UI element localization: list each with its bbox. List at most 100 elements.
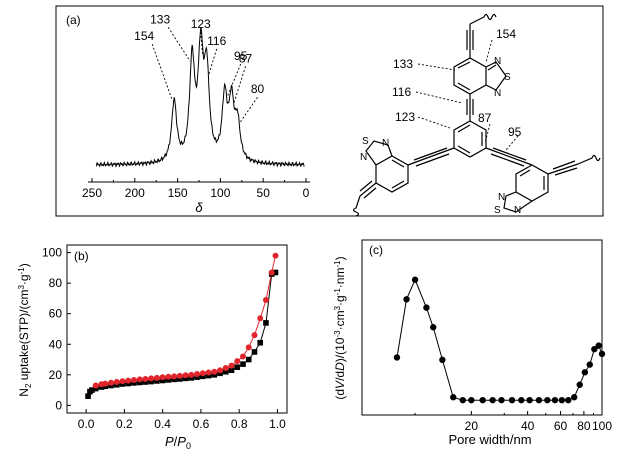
psd-point (423, 304, 430, 311)
psd-point (544, 396, 551, 404)
psd-point (508, 396, 516, 404)
desorption-point (268, 269, 275, 276)
right-bt-benzene (515, 164, 549, 202)
panel-c-label: (c) (369, 243, 383, 257)
structure-arrow-87 (484, 123, 491, 144)
chemical-structure: N S N N S N (352, 13, 601, 217)
desorption-line (95, 255, 276, 386)
central-benzene-inner-bond (457, 124, 471, 133)
peak-arrow-133 (167, 27, 191, 62)
right-wavy-bond (577, 154, 601, 165)
adsorption-point (211, 372, 218, 378)
panel-b-label: (b) (74, 249, 89, 263)
structure-label-87: 87 (478, 111, 492, 125)
desorption-point (153, 374, 160, 381)
panel-a-x-tick-label: 250 (82, 186, 102, 200)
adsorption-point (257, 339, 264, 346)
psd-point (581, 369, 589, 376)
structure-arrow-123 (417, 116, 451, 129)
peak-label-154: 154 (134, 29, 154, 43)
desorption-point (176, 372, 183, 379)
desorption-point (119, 378, 126, 385)
desorption-point (240, 353, 246, 360)
structure-label-116: 116 (392, 85, 411, 99)
panel-b-x-tick-label: 0.6 (193, 417, 210, 431)
top-bt-s-atom: S (504, 72, 511, 83)
psd-point (468, 396, 475, 404)
psd-point (459, 396, 466, 404)
panel-c-x-tick-label: 80 (577, 419, 591, 433)
panel-c-axes-ticks: 20 40 60 80 100 (414, 411, 612, 433)
panel-b-x-tick-label: 0.8 (231, 417, 248, 431)
panel-a-label: (a) (66, 13, 81, 27)
right-alkyne (485, 147, 533, 166)
right-alkyne (490, 153, 525, 167)
adsorption-point (159, 377, 166, 384)
adsorption-point (217, 370, 223, 377)
panel-b-y-axis-title: N2 uptake(STP)/(cm3·g-1) (17, 263, 33, 396)
left-bt-s-atom: S (362, 136, 369, 147)
psd-point (518, 396, 525, 404)
adsorption-point (142, 379, 149, 385)
panel-b-y-tick-label: 20 (49, 368, 63, 382)
desorption-point (188, 371, 195, 378)
desorption-point (194, 371, 201, 378)
desorption-point (171, 373, 178, 380)
panel-b-x-tick-label: 0.0 (78, 417, 95, 431)
peak-arrow-87 (233, 66, 246, 105)
desorption-point (148, 375, 155, 382)
panel-c-x-tick-label: 20 (465, 419, 479, 433)
peak-label-95: 95 (234, 49, 248, 63)
panel-a-x-tick-label: 50 (257, 186, 271, 200)
desorption-point (130, 377, 137, 384)
panel-c-pore-size: (c) 20 40 60 80 100 Pore width/nm (dV/dD)/(1… (333, 239, 612, 447)
panel-a-x-axis-title: δ (195, 200, 203, 215)
desorption-point (113, 378, 120, 385)
left-wavy-bond (352, 195, 361, 217)
panel-a-x-tick-label: 0 (303, 186, 310, 200)
left-bt-inner-bond (391, 159, 405, 168)
panel-b-axes-ticks: 0.0 0.2 0.4 0.6 0.8 1.0 0 20 40 60 80 100 (42, 246, 286, 431)
peak-arrow-123 (200, 31, 204, 57)
panel-a-x-tick-label: 150 (168, 186, 188, 200)
psd-point (565, 396, 572, 404)
adsorption-point (222, 368, 229, 375)
psd-point (591, 345, 598, 353)
adsorption-point (165, 377, 172, 383)
right-bt-n1-atom: N (498, 192, 505, 203)
panel-b-x-tick-label: 0.2 (116, 417, 133, 431)
panel-c-x-axis-title: Pore width/nm (448, 432, 531, 447)
panel-b-plot-frame (66, 244, 288, 414)
peak-arrow-80 (239, 96, 258, 124)
top-bt-thiadiazole-bond (487, 64, 497, 71)
adsorption-point (154, 378, 160, 384)
psd-point (586, 361, 593, 368)
structure-label-95: 95 (508, 125, 522, 139)
desorption-point (98, 381, 105, 388)
desorption-point (234, 358, 241, 365)
structure-label-154: 154 (496, 27, 516, 41)
left-outer-alkyne (359, 182, 377, 197)
peak-arrow-116 (208, 48, 218, 76)
structure-label-123: 123 (395, 110, 415, 124)
panel-c-y-axis-title: (dV/dD)/(10-3·cm3·g-1·nm-1) (333, 256, 347, 399)
psd-point (403, 296, 410, 303)
peak-label-116: 116 (207, 34, 226, 48)
psd-point (479, 396, 486, 404)
panel-b-y-tick-label: 80 (49, 276, 63, 290)
right-outer-alkyne (547, 163, 579, 175)
left-alkyne (407, 147, 455, 166)
adsorption-point (89, 387, 95, 393)
structure-arrow-133 (417, 63, 456, 71)
desorption-point (251, 332, 258, 339)
left-alkyne (415, 153, 450, 167)
adsorption-point (245, 356, 252, 363)
psd-point (498, 396, 505, 404)
panel-b-x-tick-label: 0.4 (154, 417, 171, 431)
adsorption-point (182, 375, 189, 382)
desorption-point (262, 296, 269, 303)
adsorption-point (228, 367, 235, 374)
peak-arrow-154 (151, 43, 173, 101)
